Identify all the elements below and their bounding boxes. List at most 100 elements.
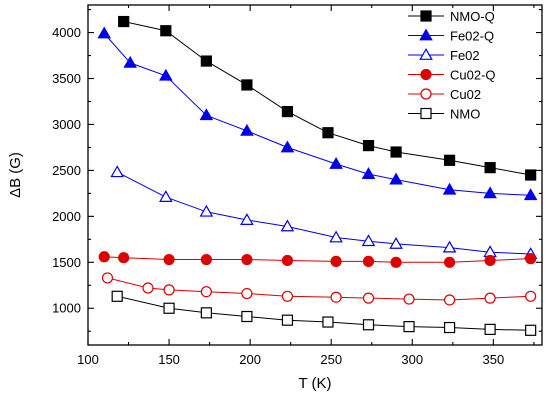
data-point	[163, 302, 175, 314]
legend-item: Fe02	[408, 48, 480, 63]
data-point	[123, 55, 137, 68]
legend-marker	[419, 28, 433, 41]
data-point	[281, 254, 294, 267]
data-point	[199, 204, 214, 217]
x-tick-label: 150	[158, 352, 180, 367]
data-point	[390, 146, 402, 158]
y-tick-label: 1000	[52, 301, 81, 316]
data-point	[111, 290, 123, 302]
legend-marker	[420, 88, 432, 100]
series-line	[104, 256, 531, 263]
x-tick-label: 250	[320, 352, 342, 367]
data-point	[200, 253, 212, 266]
data-point	[484, 162, 496, 174]
x-axis-title: T (K)	[298, 375, 331, 392]
x-tick-label: 100	[77, 352, 99, 367]
data-point	[118, 252, 130, 264]
data-point	[330, 255, 342, 267]
legend-marker	[420, 68, 432, 81]
data-point	[241, 253, 253, 266]
series-line	[103, 33, 531, 196]
data-point	[98, 251, 110, 263]
series-fe02	[110, 165, 538, 259]
series-layer	[97, 15, 538, 336]
data-point	[362, 139, 375, 152]
x-tick-label: 350	[483, 352, 505, 367]
y-tick-label: 3500	[52, 71, 81, 86]
legend-label: NMO-Q	[450, 9, 495, 24]
data-point	[159, 190, 173, 202]
legend-label: Fe02	[450, 48, 480, 63]
data-point	[163, 253, 175, 266]
data-point	[361, 167, 376, 179]
data-point	[159, 68, 173, 81]
data-point	[443, 256, 456, 268]
plot-frame	[87, 4, 543, 346]
data-point	[241, 79, 253, 91]
data-point	[442, 182, 457, 195]
data-point	[403, 321, 415, 333]
data-point	[329, 230, 343, 243]
data-point	[362, 319, 375, 331]
legend-item: Cu02	[408, 87, 481, 102]
data-point	[362, 292, 375, 304]
data-point	[200, 286, 212, 298]
data-point	[389, 172, 403, 185]
data-point	[484, 292, 496, 304]
data-point	[329, 157, 343, 169]
y-tick-label: 2000	[52, 209, 81, 224]
data-point	[525, 253, 537, 265]
data-point	[322, 127, 334, 139]
data-point	[241, 310, 253, 323]
data-point	[322, 316, 334, 328]
data-point	[443, 321, 456, 334]
series-fe02-q	[97, 26, 538, 201]
legend: NMO-Q Fe02-Q Fe02 Cu02-Q Cu02 NMO	[408, 9, 496, 122]
legend-label: Cu02	[450, 87, 481, 102]
legend-label: Fe02-Q	[450, 29, 494, 44]
series-cu02	[101, 272, 537, 306]
data-point	[484, 323, 496, 335]
data-point	[240, 123, 254, 136]
legend-item: NMO-Q	[408, 9, 495, 24]
data-point	[97, 26, 111, 39]
legend-label: NMO	[450, 107, 480, 122]
tick-labels: 100 150 200 250 300 350 1000 1500 2000 2500 3000 35…	[52, 25, 504, 367]
series-nmo	[111, 290, 537, 336]
y-tick-label: 4000	[52, 25, 81, 40]
data-point	[118, 15, 130, 28]
data-point	[330, 291, 342, 303]
data-point	[361, 234, 376, 247]
data-point	[390, 256, 402, 268]
data-point	[199, 108, 214, 121]
data-point	[525, 324, 537, 336]
y-tick-label: 2500	[52, 163, 81, 178]
data-point	[281, 314, 294, 326]
data-point	[483, 186, 497, 199]
data-point	[281, 105, 294, 118]
data-point	[525, 290, 537, 302]
data-point	[281, 290, 294, 302]
legend-item: Cu02-Q	[408, 68, 496, 83]
series-line	[116, 171, 531, 255]
data-point	[442, 240, 457, 253]
series-nmo-q	[118, 15, 537, 181]
legend-item: NMO	[408, 107, 480, 122]
y-tick-label: 1500	[52, 255, 81, 270]
data-point	[389, 236, 403, 249]
data-point	[443, 294, 456, 306]
legend-marker	[419, 48, 433, 60]
data-point	[280, 219, 295, 232]
data-point	[523, 188, 538, 201]
data-point	[241, 287, 253, 300]
data-point	[403, 293, 415, 305]
data-point	[280, 140, 295, 153]
x-tick-label: 200	[239, 352, 261, 367]
data-point	[163, 284, 175, 296]
data-point	[101, 272, 114, 284]
series-cu02-q	[98, 251, 537, 268]
data-point	[110, 165, 124, 178]
data-point	[443, 154, 456, 166]
legend-marker	[420, 107, 432, 120]
